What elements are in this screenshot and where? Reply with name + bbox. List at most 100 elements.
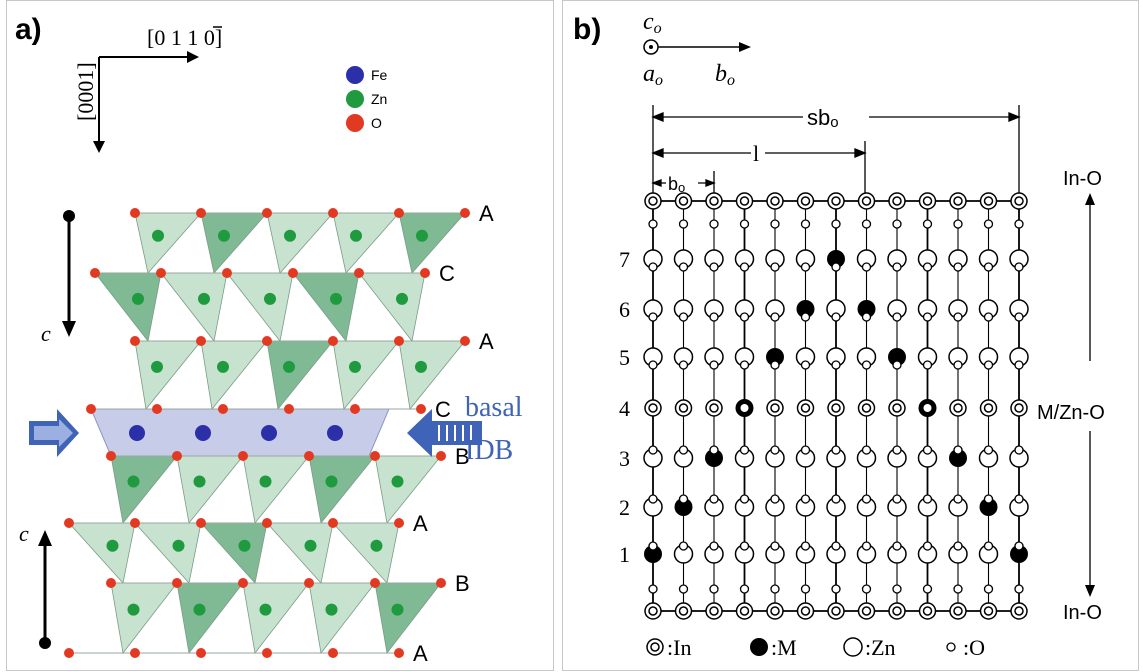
- axis-indicator: co ao bo: [643, 9, 751, 89]
- zn-atom: [127, 603, 140, 616]
- zn-atom: [396, 292, 408, 305]
- o-atom: [218, 404, 228, 414]
- o-atom: [130, 336, 140, 346]
- zn-atom: [218, 229, 230, 242]
- o-atom: [394, 648, 404, 658]
- layer-label: C: [439, 261, 455, 286]
- layer-label: B: [455, 571, 470, 596]
- row-number: 6: [619, 297, 630, 322]
- zn-atom: [325, 475, 338, 488]
- zn-atom: [217, 360, 229, 373]
- layer-label: A: [413, 641, 428, 666]
- o-atom: [262, 336, 272, 346]
- o-atom: [420, 268, 430, 278]
- zn-atom: [132, 292, 144, 305]
- o-atom: [238, 451, 248, 461]
- legend-label-o: :O: [963, 635, 985, 660]
- zn-atom: [151, 360, 163, 373]
- legend-label-o: O: [371, 115, 382, 131]
- axis-b-label: b: [715, 61, 727, 87]
- tetrahedra-lattice: [64, 208, 470, 658]
- zn-atom: [106, 539, 119, 552]
- zn-atom: [370, 539, 383, 552]
- atom-grid: [643, 192, 1029, 620]
- arrow-left: [29, 409, 79, 457]
- axis-vertical-label: [0001]: [73, 62, 98, 121]
- o-atom: [328, 208, 338, 218]
- dim-l-label: l: [753, 141, 759, 166]
- o-atom: [106, 451, 116, 461]
- zn-atom: [415, 360, 427, 373]
- right-top-label: In-O: [1063, 168, 1102, 190]
- c-axis-arrow-top: c: [41, 210, 76, 346]
- svg-text:co: co: [643, 9, 662, 37]
- o-atom: [222, 268, 232, 278]
- svg-text:ao: ao: [643, 61, 663, 89]
- superlattice-diagram: co ao bo sbo l bo 7 6 5 4 3 2 1 In-O M/Zn-O: [619, 9, 1105, 660]
- layer-label: A: [413, 511, 428, 536]
- zn-atom: [350, 229, 362, 242]
- o-atom: [130, 518, 140, 528]
- o-atom: [262, 518, 272, 528]
- zn-atom: [193, 603, 206, 616]
- zn-atom: [152, 229, 164, 242]
- zn-atom: [330, 292, 342, 305]
- row-numbers: 7 6 5 4 3 2 1: [619, 247, 630, 567]
- panel-b-label: b): [573, 13, 602, 46]
- fe-atom: [129, 425, 145, 441]
- o-atom: [86, 404, 96, 414]
- legend-label-m: :M: [771, 635, 797, 660]
- o-atom: [64, 648, 74, 658]
- o-atom: [152, 404, 162, 414]
- zn-atom: [416, 229, 428, 242]
- panel-a-label: a): [15, 13, 42, 46]
- o-atom: [196, 648, 206, 658]
- o-atom: [394, 518, 404, 528]
- o-atom: [370, 578, 380, 588]
- o-atom: [350, 404, 360, 414]
- o-atom: [196, 208, 206, 218]
- zn-atom: [193, 475, 206, 488]
- zn-atom: [127, 475, 140, 488]
- zn-atom: [349, 360, 361, 373]
- zn-atom: [283, 360, 295, 373]
- o-atom: [156, 268, 166, 278]
- o-atom: [436, 451, 446, 461]
- o-atom: [172, 578, 182, 588]
- zn-atom: [391, 475, 404, 488]
- zn-atom: [259, 603, 272, 616]
- axis-a-label: a: [643, 61, 655, 87]
- layer-label: A: [479, 201, 494, 226]
- zn-atom: [238, 539, 251, 552]
- o-atom: [354, 268, 364, 278]
- o-atom: [130, 648, 140, 658]
- legend: :In:M:Zn:O: [646, 635, 985, 660]
- zn-atom: [198, 292, 210, 305]
- c-label-bottom: c: [19, 521, 29, 546]
- row-number: 3: [619, 446, 630, 471]
- legend-label-fe: Fe: [371, 67, 388, 83]
- o-atom: [288, 268, 298, 278]
- legend-swatch-o: [346, 114, 364, 132]
- axis-horizontal-label: [0 1 1 0]: [147, 25, 222, 50]
- legend-swatch-fe: [346, 66, 364, 84]
- row-number: 5: [619, 345, 630, 370]
- right-middle-label: M/Zn-O: [1037, 402, 1105, 424]
- crystal-axes: [0 1 1 0] [0001]: [73, 25, 222, 153]
- annotation-basal: basal: [465, 392, 523, 423]
- right-bottom-label: In-O: [1063, 602, 1102, 624]
- o-atom: [238, 578, 248, 588]
- axis-c-label: c: [643, 9, 654, 35]
- row-number: 4: [619, 396, 630, 421]
- o-atom: [370, 451, 380, 461]
- o-atom: [460, 208, 470, 218]
- o-atom: [64, 518, 74, 528]
- arrow-right: [407, 409, 482, 457]
- o-atom: [130, 208, 140, 218]
- o-atom: [106, 578, 116, 588]
- fe-atom: [327, 425, 343, 441]
- dim-sb-label: sb: [807, 105, 830, 130]
- layer-label: A: [479, 329, 494, 354]
